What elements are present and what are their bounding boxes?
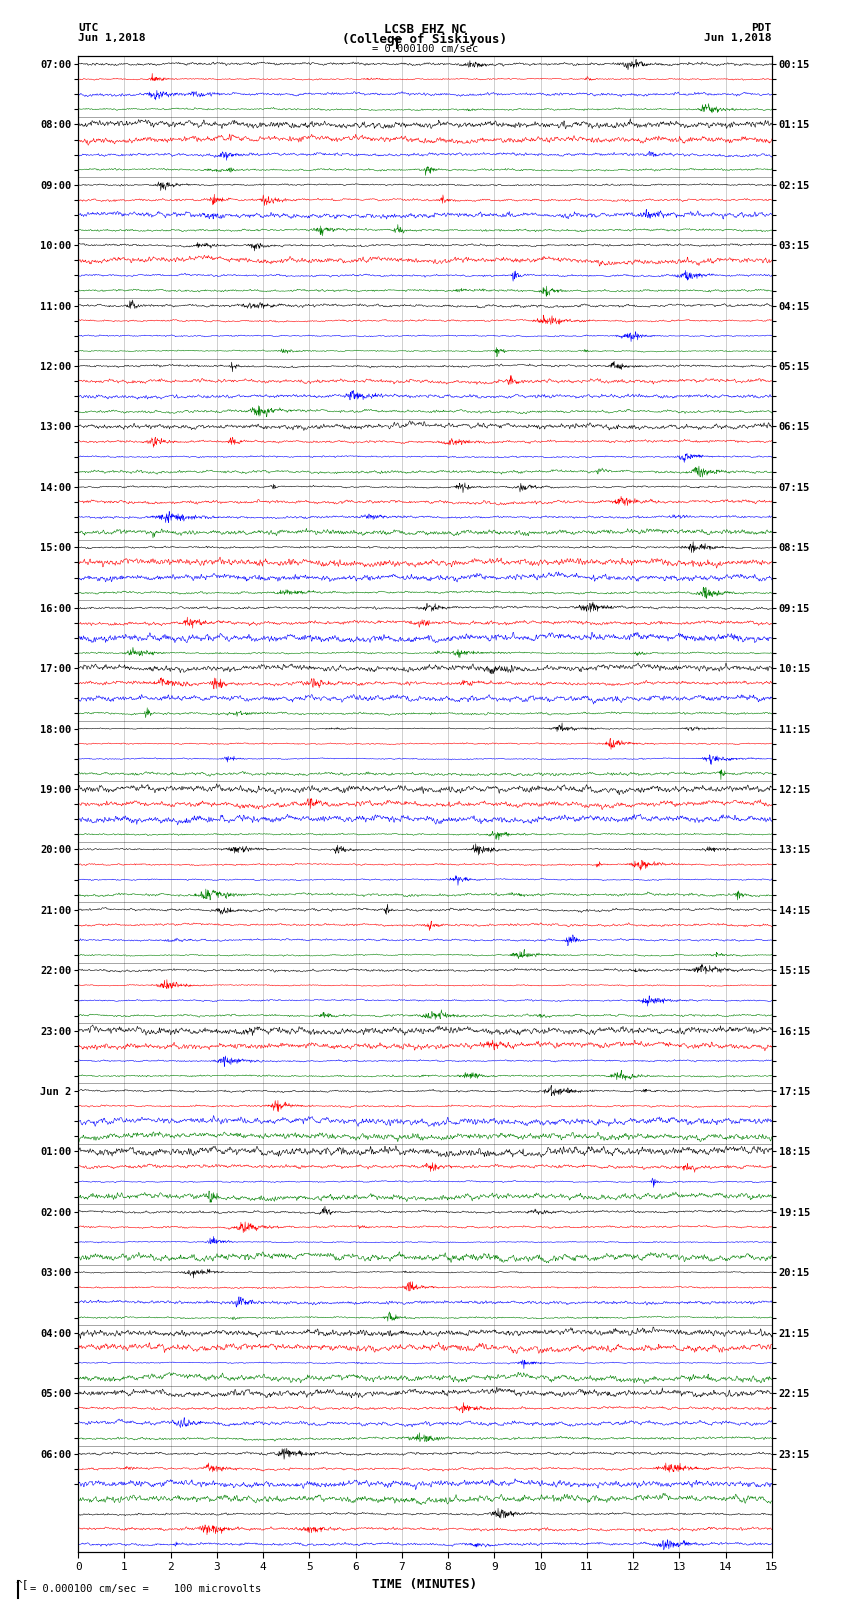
Text: = 0.000100 cm/sec =    100 microvolts: = 0.000100 cm/sec = 100 microvolts <box>30 1584 261 1594</box>
Text: PDT: PDT <box>751 24 772 34</box>
Text: Jun 1,2018: Jun 1,2018 <box>78 32 145 44</box>
Text: UTC: UTC <box>78 24 99 34</box>
Text: LCSB EHZ NC: LCSB EHZ NC <box>383 24 467 37</box>
Text: (College of Siskiyous): (College of Siskiyous) <box>343 32 507 47</box>
X-axis label: TIME (MINUTES): TIME (MINUTES) <box>372 1578 478 1590</box>
Text: ^[: ^[ <box>15 1579 29 1589</box>
Text: = 0.000100 cm/sec: = 0.000100 cm/sec <box>371 44 478 53</box>
Text: Jun 1,2018: Jun 1,2018 <box>705 32 772 44</box>
